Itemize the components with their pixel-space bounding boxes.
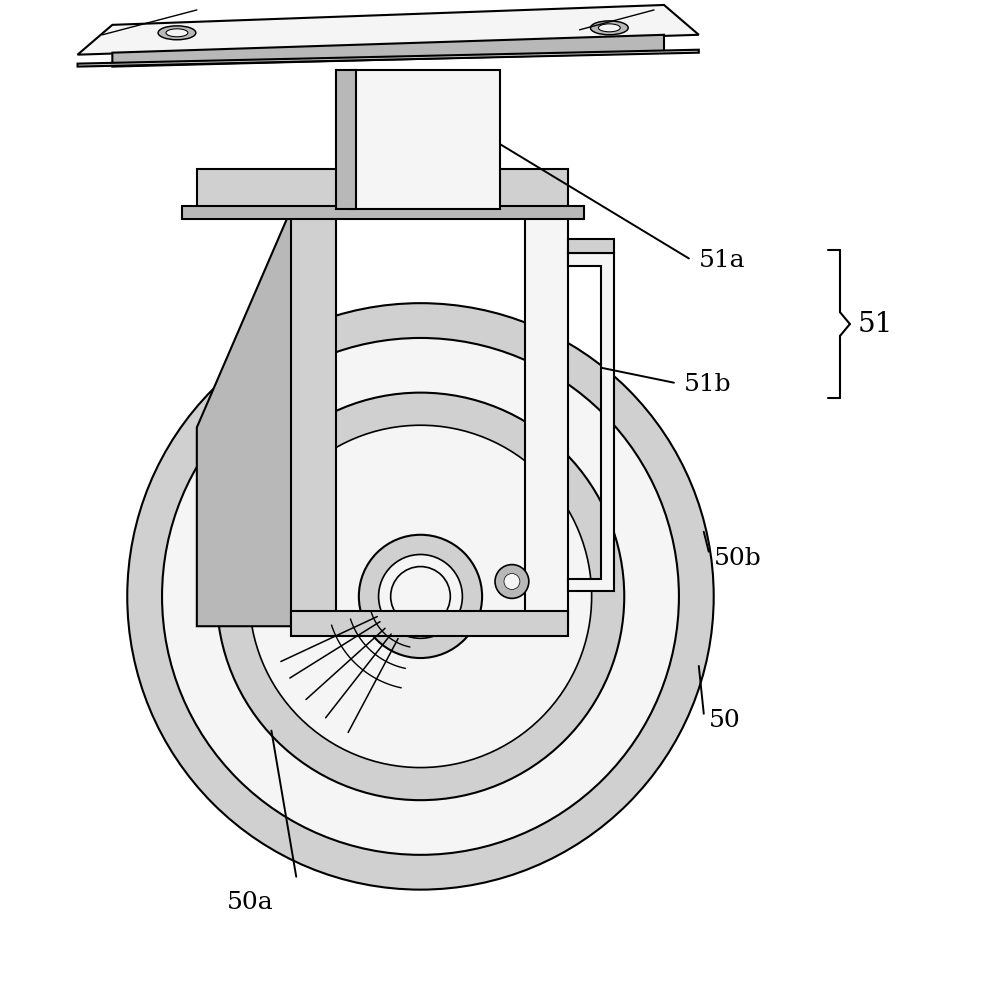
Text: 51: 51	[858, 310, 893, 338]
Circle shape	[379, 555, 462, 638]
Polygon shape	[568, 239, 614, 253]
Text: 51a: 51a	[699, 248, 745, 272]
Ellipse shape	[598, 24, 620, 32]
Polygon shape	[351, 70, 500, 209]
Ellipse shape	[158, 26, 196, 40]
Polygon shape	[291, 209, 336, 626]
Ellipse shape	[590, 21, 628, 35]
Polygon shape	[525, 209, 568, 626]
Circle shape	[495, 565, 529, 598]
Polygon shape	[112, 35, 664, 67]
Polygon shape	[78, 50, 699, 67]
Circle shape	[391, 567, 450, 626]
Polygon shape	[291, 611, 568, 636]
Polygon shape	[182, 206, 584, 219]
Polygon shape	[197, 169, 568, 209]
Polygon shape	[336, 70, 356, 209]
Polygon shape	[197, 209, 291, 626]
Circle shape	[249, 425, 592, 767]
Circle shape	[127, 303, 714, 890]
Text: 50: 50	[709, 709, 740, 733]
Text: 50b: 50b	[714, 547, 761, 571]
Polygon shape	[78, 5, 699, 55]
Circle shape	[217, 393, 624, 800]
Circle shape	[504, 574, 520, 589]
Text: 50a: 50a	[227, 891, 273, 914]
Ellipse shape	[166, 29, 188, 37]
Polygon shape	[568, 253, 614, 591]
Circle shape	[162, 338, 679, 855]
Circle shape	[359, 535, 482, 658]
Text: 51b: 51b	[684, 373, 732, 397]
